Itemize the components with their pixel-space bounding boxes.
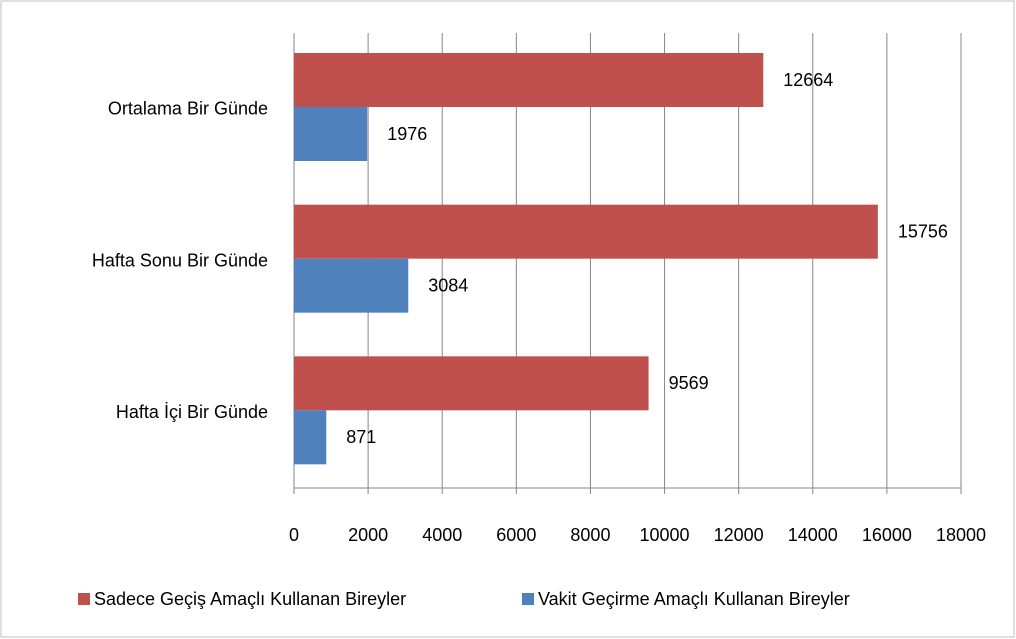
data-label: 871 bbox=[346, 427, 376, 447]
legend-swatch bbox=[78, 593, 90, 605]
data-label: 3084 bbox=[428, 275, 468, 295]
x-tick-label: 14000 bbox=[788, 525, 838, 545]
x-tick-label: 18000 bbox=[936, 525, 986, 545]
legend-label: Vakit Geçirme Amaçlı Kullanan Bireyler bbox=[538, 589, 850, 609]
y-tick-label: Ortalama Bir Günde bbox=[108, 99, 268, 119]
data-label: 15756 bbox=[898, 221, 948, 241]
data-label: 9569 bbox=[669, 373, 709, 393]
data-label: 12664 bbox=[783, 70, 833, 90]
x-tick-label: 4000 bbox=[422, 525, 462, 545]
y-tick-label: Hafta İçi Bir Günde bbox=[116, 402, 268, 422]
x-tick-label: 8000 bbox=[570, 525, 610, 545]
x-tick-label: 12000 bbox=[714, 525, 764, 545]
x-tick-label: 10000 bbox=[640, 525, 690, 545]
bar bbox=[294, 53, 764, 107]
bar bbox=[294, 258, 409, 313]
bar bbox=[294, 107, 368, 161]
legend-swatch bbox=[522, 593, 534, 605]
bar bbox=[294, 204, 878, 259]
y-tick-label: Hafta Sonu Bir Günde bbox=[92, 250, 268, 270]
x-tick-label: 0 bbox=[289, 525, 299, 545]
bar bbox=[294, 356, 649, 411]
data-label: 1976 bbox=[387, 124, 427, 144]
legend-label: Sadece Geçiş Amaçlı Kullanan Bireyler bbox=[94, 589, 406, 609]
bar bbox=[294, 410, 327, 465]
x-tick-label: 6000 bbox=[496, 525, 536, 545]
x-tick-label: 2000 bbox=[348, 525, 388, 545]
x-tick-label: 16000 bbox=[862, 525, 912, 545]
